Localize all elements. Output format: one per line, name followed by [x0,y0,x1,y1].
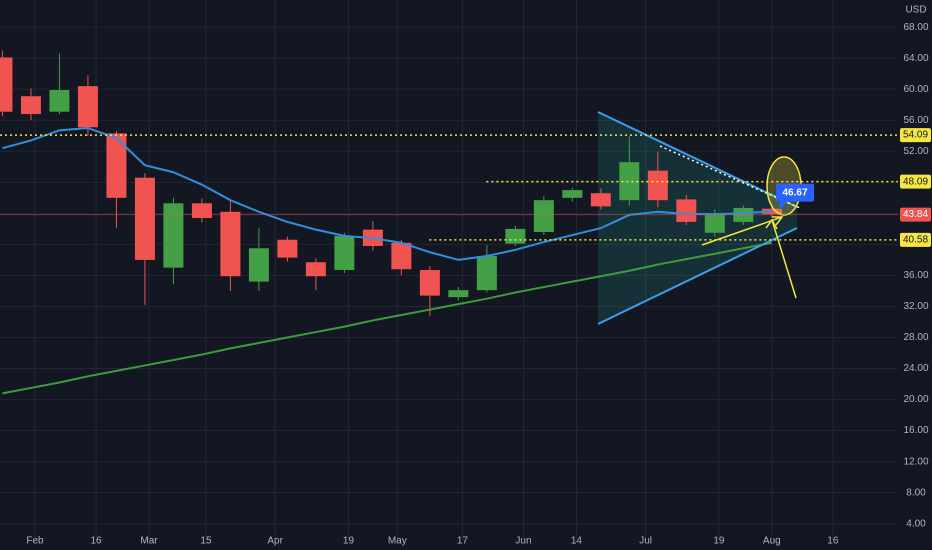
dotted-trend [659,145,801,209]
triangle-lower [597,227,798,325]
annotation-label: 46.67 [782,187,807,198]
annotation-box [776,183,814,202]
last-price-badge [900,207,931,222]
x-tick-label: Jul [639,536,652,547]
y-tick-label: 20.00 [903,394,928,405]
candle-body [448,290,469,298]
x-tick-label: Feb [26,536,44,547]
arrow [771,219,797,299]
y-tick-label: 68.00 [903,22,928,33]
y-tick-label: 52.00 [903,146,928,157]
level-badge [900,174,931,189]
currency-label: USD [905,5,926,16]
candle-body [533,200,554,232]
moving-average [2,241,772,395]
level-badge [900,128,931,143]
x-tick-label: 17 [457,536,469,547]
candle-body [305,262,326,277]
triangle-upper [597,111,798,208]
candle-body [49,90,70,112]
candle-body [134,177,155,260]
y-tick-label: 8.00 [906,487,926,498]
x-tick-label: Jun [515,536,531,547]
candle-body [334,235,355,270]
candle-body [391,242,412,270]
candle-body [505,228,526,244]
candle-body [562,190,583,198]
level-label: 40.58 [903,235,928,246]
candle-body [277,239,298,258]
level-label: 54.09 [903,130,928,141]
candle-body [704,213,725,233]
y-tick-label: 36.00 [903,270,928,281]
candle-body [77,86,98,128]
y-tick-label: 12.00 [903,456,928,467]
x-tick-label: May [388,536,407,547]
level-badge [900,232,931,247]
candle-body [248,248,269,282]
candle-body [0,57,13,112]
x-tick-label: Aug [763,536,781,547]
arrow-head [772,216,784,226]
y-tick-label: 64.00 [903,53,928,64]
annotation-pointer [779,200,788,211]
candle-body [20,96,41,115]
candle-body [647,170,668,201]
candle-body [106,133,127,198]
y-tick-label: 4.00 [906,518,926,529]
triangle-fill [598,112,797,324]
level-label: 48.09 [903,176,928,187]
candle-body [220,211,241,277]
x-tick-label: 19 [343,536,355,547]
y-tick-label: 60.00 [903,84,928,95]
moving-average [2,127,772,261]
candle-body [191,203,212,219]
x-tick-label: Mar [140,536,158,547]
x-tick-label: 15 [200,536,212,547]
price-axis [898,0,932,550]
candle-body [419,270,440,296]
candle-body [163,203,184,268]
x-tick-label: Apr [267,536,283,547]
x-tick-label: 14 [571,536,583,547]
marks [0,50,782,395]
y-tick-label: 32.00 [903,301,928,312]
candle-body [619,162,640,201]
last-price-label: 43.84 [903,209,928,220]
candle-body [590,193,611,207]
candle-body [476,256,497,291]
y-tick-label: 24.00 [903,363,928,374]
y-tick-label: 56.00 [903,115,928,126]
x-tick-label: 16 [91,536,103,547]
y-tick-label: 16.00 [903,425,928,436]
x-tick-label: 16 [827,536,839,547]
y-tick-label: 28.00 [903,332,928,343]
candle-body [676,199,697,222]
x-tick-label: 19 [713,536,725,547]
